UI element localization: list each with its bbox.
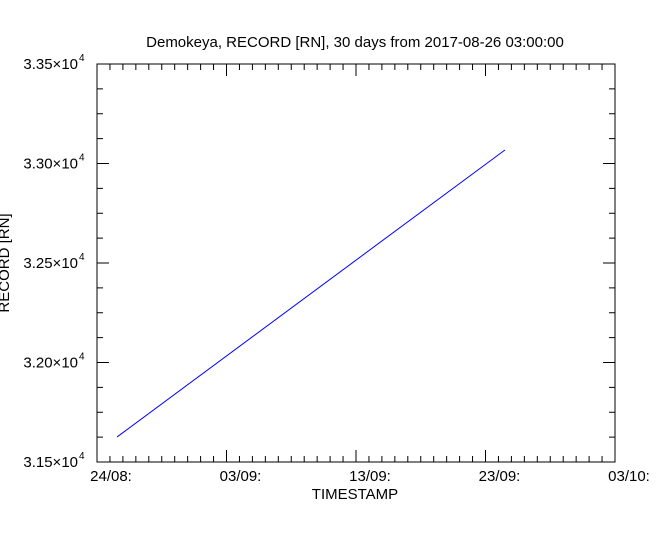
- x-tick-label: 03/09:: [220, 468, 262, 485]
- y-tick-exponent: 4: [79, 352, 85, 363]
- x-tick-label: 23/09:: [479, 468, 521, 485]
- y-tick-label: 3.25×10: [23, 255, 78, 272]
- y-tick-exponent: 4: [79, 451, 85, 462]
- chart-title: Demokeya, RECORD [RN], 30 days from 2017…: [146, 34, 564, 51]
- y-tick-exponent: 4: [79, 153, 85, 164]
- x-tick-label: 24/08:: [90, 468, 132, 485]
- y-tick-label: 3.15×10: [23, 454, 78, 471]
- y-axis-label: RECORD [RN]: [0, 213, 13, 312]
- axis-ticks: [96, 63, 616, 463]
- y-tick-label: 3.30×10: [23, 156, 78, 173]
- x-tick-label: 03/10:: [608, 468, 650, 485]
- y-tick-exponent: 4: [79, 252, 85, 263]
- series-line: [116, 149, 506, 438]
- x-axis-label: TIMESTAMP: [312, 486, 398, 503]
- tick-labels: 24/08: 03/09: 13/09: 23/09: 03/10:3.15×10 43.…: [23, 53, 650, 485]
- series-group: [116, 149, 506, 438]
- y-tick-exponent: 4: [79, 53, 85, 64]
- y-tick-label: 3.20×10: [23, 355, 78, 372]
- y-tick-label: 3.35×10: [23, 56, 78, 73]
- plot-frame: [96, 63, 616, 463]
- x-tick-label: 13/09:: [349, 468, 391, 485]
